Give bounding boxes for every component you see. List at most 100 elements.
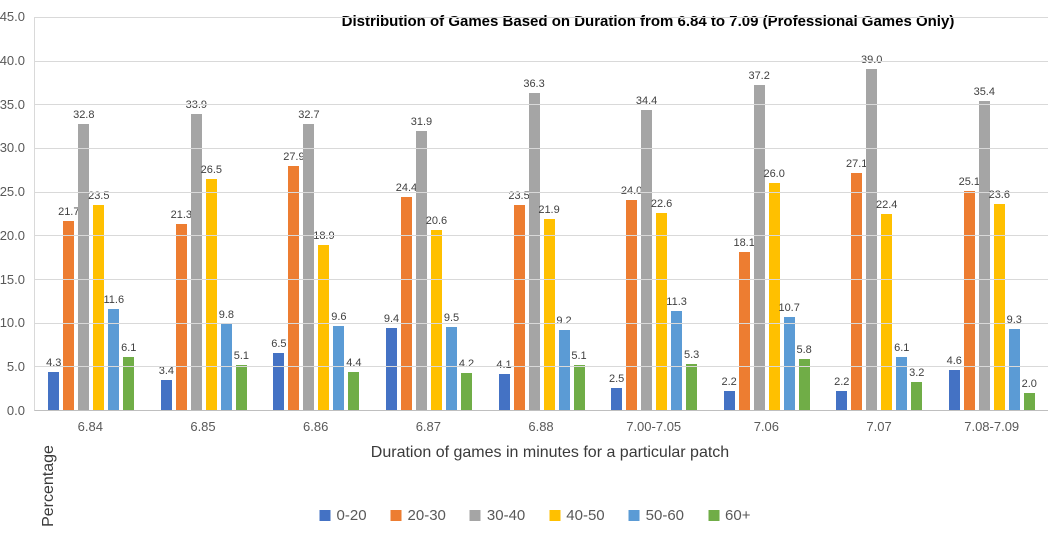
y-axis-tick-label: 5.0 [6, 359, 25, 375]
bar-group-6.86: 6.5 27.9 32.7 18.99.6 4.4 [260, 17, 373, 410]
bar-value-label: 5.1 [571, 350, 587, 363]
bar-60+-7.00-7.05: 5.3 [684, 349, 699, 410]
bar-value-label: 22.4 [876, 199, 898, 212]
bar-group-7.06: 2.2 18.1 37.2 26.0 10.7 5.8 [710, 17, 823, 410]
bar-value-label: 6.1 [121, 341, 137, 354]
gridline [35, 148, 1048, 150]
bar-50-60-6.87: 9.5 [444, 312, 459, 410]
bar-30-40-6.84: 32.8 [73, 109, 94, 410]
bar-value-label: 25.1 [958, 175, 980, 188]
bar-50-60-7.00-7.05: 11.3 [666, 296, 687, 410]
bar-0-20-7.07: 2.2 [834, 376, 849, 410]
y-axis-tick-label: 0.0 [6, 403, 25, 418]
legend-swatch-icon [708, 510, 720, 521]
bar-20-30-6.84: 21.7 [58, 206, 79, 410]
bar-group-6.88: 4.1 23.5 36.3 21.9 9.2 5.1 [485, 17, 598, 410]
bar-value-label: 23.5 [508, 189, 530, 202]
bar-30-40-7.08-7.09: 35.4 [974, 86, 995, 410]
x-axis-tick-label: 7.06 [753, 419, 780, 434]
bar-20-30-7.00-7.05: 24.0 [621, 185, 642, 410]
bar-60+-6.88: 5.1 [571, 350, 587, 410]
x-axis-tick-label: 6.88 [528, 419, 554, 434]
bar-30-40-6.88: 36.3 [523, 78, 545, 410]
bar-60+-6.86: 4.4 [346, 357, 362, 410]
legend-label: 40-50 [566, 507, 605, 524]
bar-value-label: 27.9 [283, 151, 305, 164]
bar-value-label: 23.5 [88, 189, 110, 202]
plot-area: 4.321.732.823.511.66.13.421.333.926.59.8… [34, 17, 1048, 411]
bar-value-label: 4.4 [346, 356, 362, 369]
bar-30-40-7.07: 39.0 [861, 54, 882, 410]
legend-item-20-30: 20-30 [390, 507, 446, 524]
bar-50-60-7.08-7.09: 9.3 [1007, 314, 1022, 410]
bar-40-50-7.06: 26.0 [763, 168, 785, 410]
y-axis-tick-label: 45.0 [0, 9, 25, 24]
bar-30-40-6.86: 32.7 [298, 109, 320, 410]
bar-value-label: 9.5 [443, 312, 460, 325]
y-axis-tick-label: 20.0 [0, 227, 25, 243]
bar-value-label: 9.8 [218, 309, 234, 322]
bar-60+-6.85: 5.1 [234, 350, 249, 410]
legend-swatch-icon [469, 510, 481, 521]
gridline [35, 17, 1048, 18]
bar-40-50-7.07: 22.4 [876, 199, 897, 410]
bar-40-50-6.86: 18.9 [313, 230, 335, 410]
x-axis-tick-label: 7.08-7.09 [964, 419, 1020, 434]
bar-value-label: 11.3 [666, 296, 687, 309]
bar-group-6.87: 9.4 24.4 31.9 20.6 9.5 4.2 [373, 17, 486, 410]
bar-value-label: 9.4 [383, 312, 400, 325]
bar-value-label: 9.3 [1006, 313, 1022, 326]
legend: 0-20 20-30 30-40 40-50 50-60 60+ [319, 507, 751, 524]
bar-group-6.85: 3.421.333.926.59.85.1 [148, 17, 261, 410]
bar-value-label: 27.1 [846, 158, 868, 171]
bar-20-30-7.06: 18.1 [733, 237, 755, 410]
bar-value-label: 2.5 [608, 373, 625, 386]
legend-item-50-60: 50-60 [628, 507, 684, 524]
bar-value-label: 39.0 [861, 54, 883, 67]
bar-group-6.84: 4.3 21.7 32.8 23.5 11.6 6.1 [35, 17, 148, 410]
legend-swatch-icon [549, 510, 561, 521]
y-axis-tick-label: 25.0 [0, 184, 25, 200]
legend-item-40-50: 40-50 [549, 507, 605, 524]
bar-value-label: 4.6 [946, 354, 962, 367]
bar-value-label: 36.3 [523, 77, 545, 90]
bar-40-50-6.85: 26.5 [201, 164, 222, 410]
bar-40-50-7.00-7.05: 22.6 [651, 198, 672, 410]
y-axis-tick-label: 30.0 [0, 140, 25, 156]
x-axis-tick-label: 6.85 [190, 419, 216, 434]
legend-label: 60+ [725, 507, 751, 524]
bar-20-30-7.08-7.09: 25.1 [959, 176, 980, 410]
bar-value-label: 21.7 [58, 205, 80, 218]
bar-60+-7.07: 3.2 [909, 367, 924, 410]
gridline [35, 279, 1048, 281]
bar-20-30-6.86: 27.9 [283, 151, 305, 410]
bar-30-40-7.00-7.05: 34.4 [636, 95, 657, 410]
y-axis-tick-label: 15.0 [0, 271, 25, 287]
bar-value-label: 5.1 [233, 350, 249, 363]
bar-value-label: 18.1 [733, 236, 755, 249]
gridline [35, 235, 1048, 237]
bar-60+-7.08-7.09: 2.0 [1022, 378, 1037, 410]
x-axis-tick-label: 6.87 [415, 419, 441, 434]
x-axis-tick-label: 7.00-7.05 [626, 419, 682, 434]
bar-20-30-6.88: 23.5 [508, 190, 530, 410]
legend-swatch-icon [319, 510, 331, 521]
bar-value-label: 2.0 [1021, 377, 1037, 390]
legend-label: 30-40 [486, 507, 526, 524]
bar-value-label: 4.1 [496, 359, 512, 372]
x-axis-tick-label: 6.86 [303, 419, 329, 434]
bar-60+-7.06: 5.8 [797, 344, 812, 410]
gridline [35, 322, 1048, 324]
gridline [35, 191, 1048, 193]
x-axis-tick-label: 7.07 [866, 419, 892, 434]
y-axis-tick-label: 35.0 [0, 96, 25, 112]
legend-item-0-20: 0-20 [319, 507, 367, 524]
bar-0-20-7.06: 2.2 [722, 376, 737, 410]
bar-50-60-6.86: 9.6 [331, 311, 347, 410]
bar-value-label: 6.5 [271, 338, 287, 351]
bar-value-label: 26.5 [200, 163, 223, 176]
bar-value-label: 20.6 [425, 215, 448, 228]
bar-value-label: 21.3 [170, 208, 193, 221]
bar-value-label: 24.0 [620, 185, 643, 198]
